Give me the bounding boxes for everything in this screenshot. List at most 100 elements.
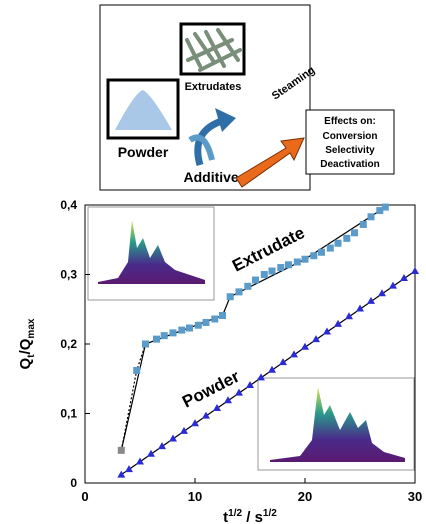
data-point [334, 319, 342, 327]
effects-title: Effects on: [324, 116, 376, 127]
data-point [125, 465, 133, 473]
data-point [268, 365, 276, 373]
data-point [213, 403, 221, 411]
data-point [359, 220, 367, 228]
data-point [178, 326, 186, 334]
y-label-part: Q [17, 357, 34, 369]
series-label: Extrudate [229, 223, 308, 276]
data-point [367, 296, 375, 304]
data-point [356, 304, 364, 312]
y-axis-label: Qt/Qmax [17, 318, 37, 369]
extrudates-label: Extrudates [185, 81, 242, 93]
data-point [194, 321, 202, 329]
powder-image [115, 90, 172, 130]
extrudates-image [185, 28, 242, 72]
inset-frame [87, 206, 215, 301]
x-label-part: / s [242, 509, 263, 524]
data-point [318, 248, 325, 256]
y-tick-label: 0,2 [60, 337, 77, 351]
data-point [400, 273, 408, 281]
arrow-head [215, 108, 236, 132]
data-point [136, 457, 144, 465]
data-point [277, 264, 285, 272]
series-label: Powder [179, 367, 243, 412]
data-point [376, 207, 384, 215]
scheme: Powder Extrudates Additives Steaming Eff… [99, 4, 395, 191]
effects-item: Deactivation [320, 159, 379, 170]
data-point [133, 366, 141, 374]
x-tick-label: 30 [408, 489, 422, 504]
data-point [219, 312, 226, 320]
data-point [153, 335, 160, 343]
data-point [345, 312, 353, 320]
y-tick-label: 0,4 [60, 198, 77, 212]
y-tick-label: 0,1 [60, 407, 77, 421]
data-point [326, 244, 334, 252]
data-point [202, 318, 210, 326]
data-point [117, 470, 126, 478]
steaming-arrow [235, 137, 305, 188]
data-point [411, 267, 419, 275]
x-label-sup: 1/2 [228, 508, 242, 519]
data-point [147, 449, 155, 457]
data-point [226, 293, 234, 301]
data-point [293, 258, 301, 266]
data-point [211, 315, 219, 323]
y-tick-label: 0 [70, 476, 77, 490]
data-point [351, 229, 358, 237]
data-point [158, 442, 166, 450]
y-label-part: /Q [17, 338, 34, 354]
data-point [169, 434, 177, 442]
data-point [310, 252, 318, 260]
additives-label: Additives [183, 169, 246, 185]
data-point [202, 411, 210, 419]
x-tick-label: 10 [188, 489, 202, 504]
data-point [224, 396, 232, 404]
data-point [290, 350, 298, 358]
x-label-part: t [223, 509, 228, 524]
y-tick-label: 0,3 [60, 268, 77, 282]
data-point [235, 388, 243, 396]
data-point [343, 234, 351, 242]
data-point [381, 203, 389, 211]
data-point [279, 358, 287, 366]
data-point [301, 342, 309, 350]
data-point [191, 419, 199, 427]
effects-item: Selectivity [325, 145, 375, 156]
data-point [169, 329, 177, 337]
data-point [244, 282, 252, 290]
x-tick-label: 20 [298, 489, 312, 504]
data-point [378, 289, 386, 297]
data-point [235, 288, 243, 296]
effects-item: Conversion [322, 131, 377, 142]
y-label-sub: max [26, 318, 37, 338]
effects-box [305, 109, 395, 175]
powder-label: Powder [118, 144, 169, 160]
x-axis-label: t1/2 / s1/2 [223, 508, 277, 524]
data-point [186, 324, 193, 332]
inset-spectrum [257, 377, 415, 471]
data-point [312, 335, 320, 343]
y-label-sub: t [26, 354, 37, 358]
data-point [142, 340, 149, 348]
data-point [252, 276, 259, 284]
x-tick-label: 0 [81, 489, 88, 504]
inset-curves [98, 220, 205, 284]
arrow [188, 134, 215, 161]
data-point [257, 373, 265, 381]
data-point [334, 239, 342, 247]
data-point [301, 255, 309, 263]
data-point [323, 327, 331, 335]
inset-curves [270, 387, 405, 462]
data-point [285, 261, 292, 269]
data-point [268, 267, 276, 275]
data-point [260, 271, 268, 278]
data-point [389, 281, 397, 289]
data-point [117, 446, 125, 454]
x-label-sup: 1/2 [263, 508, 277, 519]
inset-spectrum [87, 206, 215, 301]
data-point [180, 426, 188, 434]
data-point [160, 332, 168, 340]
data-point [367, 213, 375, 221]
